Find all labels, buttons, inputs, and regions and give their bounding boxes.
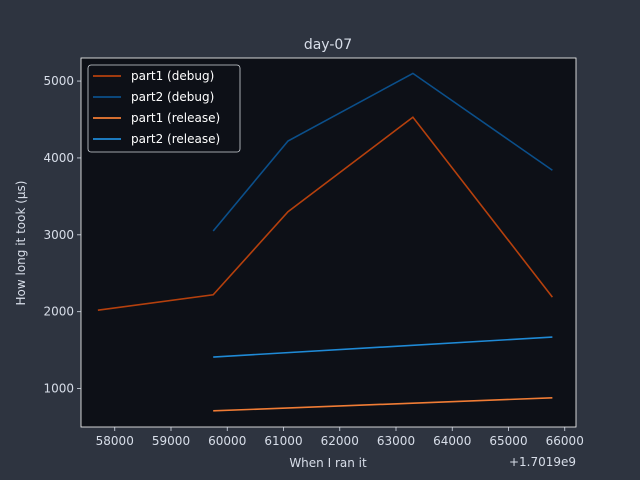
legend-box bbox=[87, 64, 241, 153]
chart-title: day-07 bbox=[304, 37, 352, 53]
x-tick-label: 59000 bbox=[152, 434, 190, 448]
x-tick-label: 62000 bbox=[321, 434, 359, 448]
y-tick-label: 4000 bbox=[43, 151, 74, 165]
x-axis-label: When I ran it bbox=[289, 456, 367, 470]
y-tick-label: 1000 bbox=[43, 382, 74, 396]
x-tick-label: 64000 bbox=[433, 434, 471, 448]
legend-label: part2 (release) bbox=[131, 132, 220, 146]
series-layer bbox=[97, 72, 554, 412]
y-tick-label: 3000 bbox=[43, 228, 74, 242]
legend-label: part2 (debug) bbox=[131, 90, 214, 104]
x-tick-label: 60000 bbox=[208, 434, 246, 448]
x-axis-ticks: 58000 59000 60000 61000 62000 63000 64000 65000… bbox=[96, 427, 584, 448]
series-line-2 bbox=[212, 72, 553, 232]
series-line-4 bbox=[213, 336, 553, 358]
y-tick-label: 5000 bbox=[43, 74, 74, 88]
y-tick-label: 2000 bbox=[43, 305, 74, 319]
legend-label: part1 (release) bbox=[131, 111, 220, 125]
legend-entries: part1 (debug) part2 (debug) part1 (release… bbox=[93, 69, 220, 146]
y-axis-label: How long it took (µs) bbox=[14, 181, 28, 306]
legend: part1 (debug) part2 (debug) part1 (release… bbox=[87, 64, 241, 153]
x-tick-label: 63000 bbox=[377, 434, 415, 448]
legend-label: part1 (debug) bbox=[131, 69, 214, 83]
x-tick-label: 58000 bbox=[96, 434, 134, 448]
x-tick-label: 66000 bbox=[546, 434, 584, 448]
series-line-3 bbox=[213, 396, 553, 412]
x-tick-label: 65000 bbox=[489, 434, 527, 448]
x-axis-offset-label: +1.7019e9 bbox=[509, 455, 576, 469]
series-line-1 bbox=[97, 116, 554, 311]
y-axis-ticks: 1000 2000 3000 4000 5000 bbox=[43, 74, 81, 396]
x-tick-label: 61000 bbox=[264, 434, 302, 448]
